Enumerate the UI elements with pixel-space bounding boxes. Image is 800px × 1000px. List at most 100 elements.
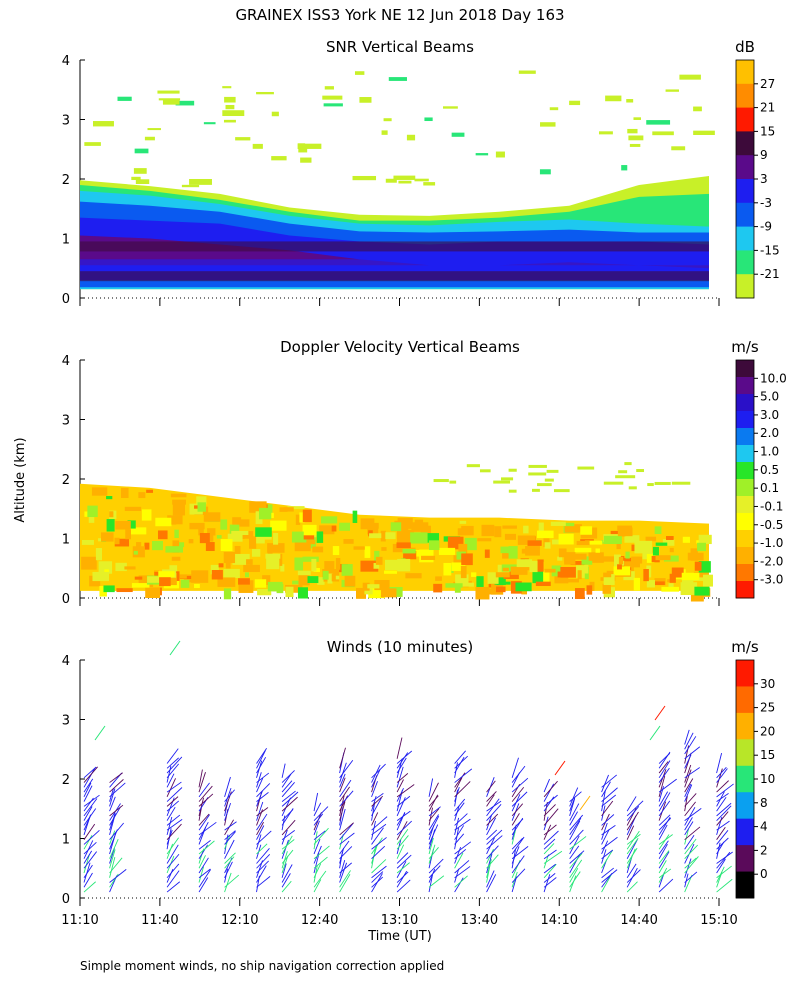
doppler-patch-399 [87, 505, 98, 518]
wind-barb-12-34 [454, 866, 471, 879]
wind-barb-13-162 [486, 791, 497, 802]
wind-barb-17-10 [601, 874, 612, 893]
y-tick-label-0-1: 1 [62, 233, 70, 248]
y-tick-label-0-2: 2 [62, 173, 70, 188]
colorbar-label-0-6: -9 [760, 220, 772, 234]
wind-barb-8-138 [339, 795, 345, 816]
colorbar-swatch-0-2 [736, 107, 754, 132]
wind-barb-19-34 [658, 868, 672, 879]
wind-barb-9-74 [371, 837, 383, 855]
wind-barb-1-34 [109, 856, 116, 878]
wind-barb-3-162 [198, 785, 213, 802]
wind-barb-12-74 [454, 841, 472, 855]
wind-barb-16-138 [569, 798, 576, 817]
y-tick-label-2-4: 4 [62, 654, 70, 669]
doppler-patch-317 [147, 576, 160, 583]
doppler-patch-220 [538, 522, 544, 535]
colorbar-label-0-1: 21 [760, 101, 775, 115]
wind-barb-5-74 [256, 843, 268, 855]
doppler-patch-385 [618, 556, 624, 565]
wind-barb-12-66 [454, 848, 467, 860]
snr-patch-10 [549, 107, 559, 111]
doppler-patch-323 [459, 520, 467, 524]
wind-barb-5-194 [256, 772, 270, 783]
wind-barb-19-154 [658, 791, 669, 807]
doppler-upper-patch-17 [624, 462, 632, 466]
wind-barb-7-66 [313, 845, 330, 860]
doppler-patch-252 [613, 566, 631, 576]
wind-barb-20-146 [684, 795, 688, 812]
doppler-patch-178 [360, 560, 379, 572]
doppler-patch-267 [581, 556, 593, 565]
wind-barb-16-18 [569, 871, 581, 888]
wind-barb-0-90 [83, 829, 100, 845]
colorbar-label-2-5: 8 [760, 796, 768, 810]
wind-barb-2-10 [166, 881, 181, 893]
snr-colorbar-unit: dB [735, 38, 755, 56]
wind-barb-9-26 [371, 871, 384, 883]
wind-barb-19-122 [658, 814, 671, 826]
snr-patch-46 [117, 96, 132, 101]
doppler-patch-341 [322, 570, 329, 580]
wind-barb-10-218 [396, 752, 409, 769]
colorbar-label-1-8: -0.5 [760, 518, 783, 532]
wind-barb-8-130 [339, 801, 346, 821]
wind-barb-15-178 [543, 778, 550, 793]
doppler-patch-329 [211, 569, 223, 580]
wind-barb-2-218 [166, 757, 179, 769]
snr-patch-69 [271, 111, 279, 117]
wind-barb-6-170 [281, 781, 295, 798]
colorbar-swatch-2-1 [736, 686, 754, 714]
wind-barb-17-146 [601, 790, 606, 812]
wind-barb-7-42 [313, 853, 320, 874]
wind-barb-15-18 [543, 877, 557, 888]
doppler-patch-215 [189, 503, 203, 515]
wind-barb-8-154 [339, 790, 354, 807]
wind-barb-18-74 [626, 837, 639, 855]
wind-barb-19-90 [658, 834, 673, 845]
wind-barb-9-162 [371, 793, 384, 802]
wind-barb-0-10 [83, 881, 96, 893]
doppler-patch-251 [487, 572, 499, 584]
wind-barb-7-82 [313, 831, 318, 850]
doppler-patch-205 [295, 514, 301, 525]
snr-patch-12 [671, 146, 686, 151]
snr-patch-47 [144, 136, 155, 141]
wind-barb-12-138 [454, 802, 465, 817]
doppler-patch-198 [461, 525, 474, 536]
doppler-patch-153 [210, 564, 219, 575]
doppler-patch-405 [297, 570, 311, 576]
doppler-upper-patch-12 [636, 469, 645, 473]
wind-barb-0-194 [83, 766, 98, 783]
colorbar-swatch-1-6 [736, 462, 754, 480]
doppler-patch-335 [443, 562, 452, 576]
wind-barb-19-74 [658, 840, 669, 855]
doppler-patch-169 [355, 587, 367, 599]
doppler-patch-62 [502, 525, 517, 529]
wind-barb-12-146 [454, 798, 466, 812]
doppler-patch-270 [560, 566, 576, 578]
wind-barb-6-82 [281, 839, 295, 850]
wind-barb-21-130 [716, 805, 732, 821]
wind-barb-15-74 [543, 843, 555, 855]
colorbar-label-1-1: 5.0 [760, 390, 779, 404]
wind-barb-5-18 [256, 876, 271, 888]
wind-barb-3-186 [198, 769, 203, 788]
wind-barb-21-170 [716, 783, 734, 798]
doppler-patch-40 [128, 527, 147, 535]
footnote: Simple moment winds, no ship navigation … [80, 959, 444, 973]
doppler-patch-7 [236, 519, 250, 527]
doppler-patch-262 [225, 560, 231, 569]
doppler-patch-391 [588, 552, 601, 561]
wind-barb-17-50 [601, 849, 614, 869]
doppler-patch-314 [352, 510, 358, 523]
wind-barb-4-170 [224, 776, 231, 797]
doppler-patch-213 [403, 551, 417, 560]
colorbar-label-2-2: 20 [760, 724, 775, 738]
doppler-patch-346 [414, 519, 424, 528]
doppler-patch-273 [364, 588, 373, 595]
wind-barb-19-58 [658, 850, 670, 864]
colorbar-swatch-1-4 [736, 428, 754, 446]
doppler-patch-283 [249, 501, 267, 513]
doppler-patch-286 [335, 558, 341, 570]
